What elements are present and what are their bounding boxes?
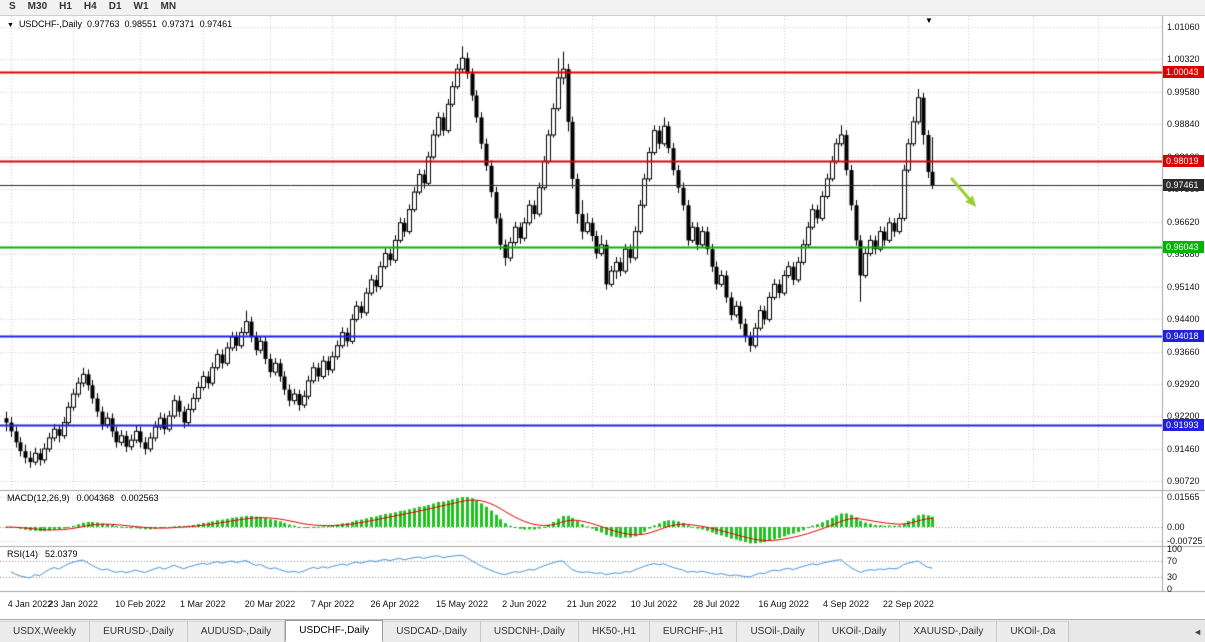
date-axis-label: 1 Mar 2022 xyxy=(180,599,226,609)
price-axis-label: 0.93660 xyxy=(1167,346,1200,357)
ohlc-high: 0.98551 xyxy=(124,19,158,29)
price-axis-label: 0.94400 xyxy=(1167,314,1200,325)
timeframe-button-w1[interactable]: W1 xyxy=(133,1,149,12)
macd-axis-label: 0.01565 xyxy=(1167,492,1200,502)
timeframe-button-mn[interactable]: MN xyxy=(160,1,177,12)
chart-tab-xauusd-daily[interactable]: XAUUSD-,Daily xyxy=(900,621,998,642)
timeframe-button-m30[interactable]: M30 xyxy=(27,1,48,12)
date-axis-label: 22 Sep 2022 xyxy=(882,599,934,609)
price-level-tag: 0.98019 xyxy=(1163,154,1204,167)
date-axis-label: 2 Jun 2022 xyxy=(502,599,547,609)
chart-tab-hk50-h1[interactable]: HK50-,H1 xyxy=(578,621,650,642)
date-axis-label: 15 May 2022 xyxy=(435,599,489,609)
chart-tab-usdcnh-daily[interactable]: USDCNH-,Daily xyxy=(480,621,579,642)
chart-symbol-icon: ▼ xyxy=(7,22,14,29)
date-axis-label: 10 Jul 2022 xyxy=(630,599,678,609)
price-axis-label: 1.01060 xyxy=(1167,22,1200,32)
chart-end-marker-icon: ▼ xyxy=(925,16,933,25)
chart-tab-usoil-daily[interactable]: USOil-,Daily xyxy=(737,621,819,642)
macd-axis-label: -0.00725 xyxy=(1167,536,1203,546)
macd-axis-label: 0.00 xyxy=(1167,522,1185,532)
date-axis-label: 26 Apr 2022 xyxy=(370,599,420,609)
price-axis-label: 0.95880 xyxy=(1167,249,1200,260)
date-axis-label: 28 Jul 2022 xyxy=(693,599,740,609)
price-chart-canvas[interactable] xyxy=(0,16,1205,616)
chart-tab-ukoil-da[interactable]: UKOil-,Da xyxy=(997,621,1070,642)
price-level-tag: 0.91993 xyxy=(1163,419,1204,432)
date-axis-label: 4 Sep 2022 xyxy=(822,599,870,609)
chart-tabs-bar: USDX,Weekly EURUSD-,Daily AUDUSD-,Daily USD… xyxy=(0,619,1205,642)
price-axis-label: 0.91460 xyxy=(1167,443,1200,454)
rsi-title: RSI(14) xyxy=(7,549,39,559)
date-axis-label: 20 Mar 2022 xyxy=(244,599,296,609)
macd-signal-value: 0.002563 xyxy=(121,493,159,503)
price-axis-label: 1.00320 xyxy=(1167,54,1200,65)
date-axis-label: 16 Aug 2022 xyxy=(758,599,809,609)
symbol-name: USDCHF-,Daily xyxy=(18,19,82,29)
chart-tab-audusd-daily[interactable]: AUDUSD-,Daily xyxy=(187,621,286,642)
rsi-indicator-header: RSI(14) 52.0379 xyxy=(7,549,85,559)
price-axis-label: 0.95140 xyxy=(1167,281,1200,292)
price-axis-label: 0.98840 xyxy=(1167,119,1200,130)
date-axis-label: 7 Apr 2022 xyxy=(310,599,355,609)
date-axis-label: 4 Jan 2022 xyxy=(7,599,53,609)
rsi-axis-label: 30 xyxy=(1167,572,1178,582)
rsi-value: 52.0379 xyxy=(45,549,78,559)
rsi-axis-label: 100 xyxy=(1167,544,1183,554)
rsi-axis-label: 0 xyxy=(1167,584,1173,594)
price-axis-label: 0.90720 xyxy=(1167,476,1200,486)
ohlc-low: 0.97371 xyxy=(162,19,195,29)
price-level-tag: 0.94018 xyxy=(1163,330,1204,343)
symbol-header: ▼ USDCHF-,Daily 0.97763 0.98551 0.97371 0.974… xyxy=(7,19,237,29)
macd-main-value: 0.004368 xyxy=(76,493,115,503)
price-axis-label: 0.92200 xyxy=(1167,411,1200,422)
macd-title: MACD(12,26,9) xyxy=(7,493,70,503)
timeframe-button-s[interactable]: S xyxy=(9,1,16,12)
macd-indicator-header: MACD(12,26,9) 0.004368 0.002563 xyxy=(7,493,166,503)
timeframe-button-h4[interactable]: H4 xyxy=(83,1,97,12)
date-axis-label: 23 Jan 2022 xyxy=(48,599,98,609)
chart-tab-usdchf-daily[interactable]: USDCHF-,Daily xyxy=(285,620,384,642)
price-axis-label: 0.92920 xyxy=(1167,379,1200,390)
rsi-axis-label: 70 xyxy=(1167,556,1178,566)
chart-tab-usdcad-daily[interactable]: USDCAD-,Daily xyxy=(383,621,481,642)
ohlc-open: 0.97763 xyxy=(86,19,120,29)
chart-tab-eurchf-h1[interactable]: EURCHF-,H1 xyxy=(649,621,738,642)
tab-scroll-left-button[interactable]: ◄ xyxy=(1193,627,1202,637)
price-level-tag: 1.00043 xyxy=(1163,65,1204,78)
timeframe-button-d1[interactable]: D1 xyxy=(108,1,122,12)
date-axis-label: 21 Jun 2022 xyxy=(566,599,617,609)
price-axis-label: 0.96620 xyxy=(1167,216,1200,227)
chart-tab-usdx-weekly[interactable]: USDX,Weekly xyxy=(0,621,91,642)
price-level-tag: 0.97461 xyxy=(1163,179,1204,192)
timeframe-toolbar: S M30 H1 H4 D1 W1 MN xyxy=(0,0,1205,16)
timeframe-button-h1[interactable]: H1 xyxy=(59,1,72,12)
price-level-tag: 0.96043 xyxy=(1163,241,1204,254)
ohlc-close: 0.97461 xyxy=(199,19,233,29)
chart-tab-eurusd-daily[interactable]: EURUSD-,Daily xyxy=(90,621,188,642)
date-axis-label: 10 Feb 2022 xyxy=(115,599,166,609)
chart-tab-ukoil-daily[interactable]: UKOil-,Daily xyxy=(818,621,901,642)
price-axis-label: 0.99580 xyxy=(1167,86,1200,97)
